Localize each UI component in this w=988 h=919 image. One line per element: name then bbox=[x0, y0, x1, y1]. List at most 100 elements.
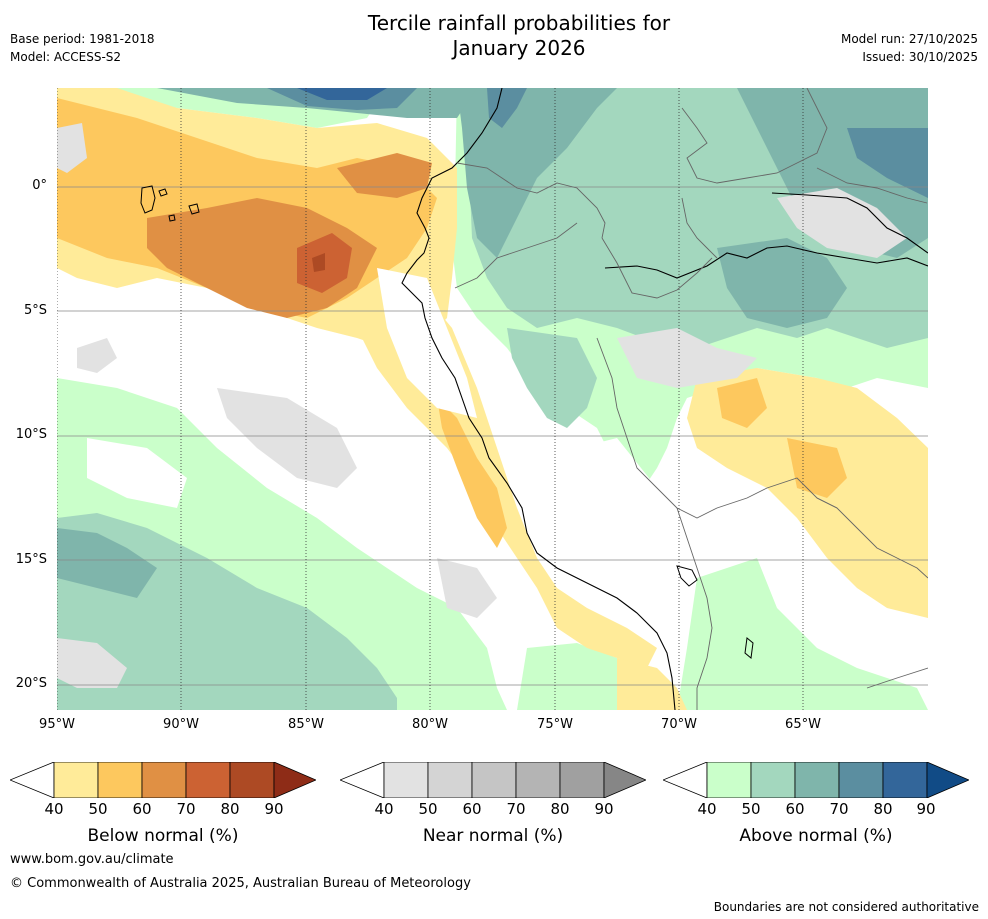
colorbar-above-bin-1 bbox=[706, 761, 752, 799]
below-normal-50-coast bbox=[437, 398, 507, 548]
colorbar-near-bin-2 bbox=[427, 761, 473, 799]
lon-label-80w: 80°W bbox=[412, 717, 448, 732]
colorbar-above-tick-90: 90 bbox=[916, 800, 936, 818]
near-normal-patch-4 bbox=[777, 188, 907, 258]
colorbar-above-tick-70: 70 bbox=[829, 800, 849, 818]
lat-label-20s: 20°S bbox=[15, 676, 47, 691]
map-title: Tercile rainfall probabilities for Janua… bbox=[0, 11, 988, 61]
colorbar-above-arrow-right bbox=[926, 761, 971, 799]
colorbar-near-arrow-right bbox=[603, 761, 648, 799]
colorbar-below-bin-2 bbox=[97, 761, 143, 799]
above-normal-80-top bbox=[297, 88, 387, 100]
galapagos-island-1 bbox=[140, 185, 156, 214]
colorbar-near-tick-40: 40 bbox=[374, 800, 394, 818]
no-dominant-patch-2 bbox=[577, 438, 697, 618]
border-ecuador-peru bbox=[454, 222, 578, 289]
above-normal-60-east bbox=[717, 238, 847, 328]
colorbar-above-tick-50: 50 bbox=[741, 800, 761, 818]
colorbar-above-title: Above normal (%) bbox=[739, 826, 893, 846]
above-normal-70-north bbox=[487, 88, 527, 128]
galapagos-island-4 bbox=[168, 214, 176, 222]
colorbar-near-tick-90: 90 bbox=[594, 800, 614, 818]
colorbar-above-bin-2 bbox=[750, 761, 796, 799]
colorbar-above-tick-60: 60 bbox=[785, 800, 805, 818]
website-link[interactable]: www.bom.gov.au/climate bbox=[10, 852, 174, 867]
lon-label-65w: 65°W bbox=[785, 717, 821, 732]
colorbar-near-bin-5 bbox=[559, 761, 605, 799]
colorbar-below-normal bbox=[8, 761, 318, 799]
near-normal-patch-6 bbox=[437, 558, 497, 618]
above-normal-50-mid bbox=[507, 328, 597, 428]
colorbar-near-bin-4 bbox=[515, 761, 561, 799]
border-venezuela-brazil bbox=[816, 167, 928, 204]
galapagos-island-3 bbox=[188, 203, 200, 215]
colorbar-below-bin-3 bbox=[141, 761, 187, 799]
colorbar-below-bin-4 bbox=[185, 761, 231, 799]
near-normal-patch-3 bbox=[617, 328, 757, 388]
graticule bbox=[57, 186, 928, 686]
above-normal-60-southwest bbox=[57, 528, 157, 598]
model-run-text: Model run: 27/10/2025 bbox=[840, 32, 978, 46]
colorbar-near-tick-70: 70 bbox=[506, 800, 526, 818]
model-text: Model: ACCESS-S2 bbox=[10, 50, 122, 64]
issued-text: Issued: 30/10/2025 bbox=[862, 50, 978, 64]
colorbar-below-arrow-left bbox=[8, 761, 55, 799]
colorbar-below-tick-60: 60 bbox=[132, 800, 152, 818]
base-period-text: Base period: 1981-2018 bbox=[10, 32, 155, 46]
country-borders bbox=[454, 88, 928, 710]
coastline-amazon-river bbox=[604, 245, 928, 279]
coastline-rio-negro bbox=[771, 192, 928, 254]
colorbar-below-bin-5 bbox=[229, 761, 275, 799]
colorbar-near-tick-80: 80 bbox=[550, 800, 570, 818]
title-line-1: Tercile rainfall probabilities for bbox=[367, 11, 671, 35]
border-colombia-venezuela bbox=[681, 88, 828, 184]
colorbar-above-tick-80: 80 bbox=[873, 800, 893, 818]
colorbar-below-tick-90: 90 bbox=[264, 800, 284, 818]
colorbar-below-title: Below normal (%) bbox=[87, 826, 239, 846]
below-normal-40-southeast bbox=[687, 368, 928, 618]
below-normal-80-core bbox=[312, 253, 325, 272]
colorbar-below-tick-80: 80 bbox=[220, 800, 240, 818]
below-normal-40-south bbox=[617, 658, 687, 710]
boundaries-disclaimer: Boundaries are not considered authoritat… bbox=[713, 900, 979, 914]
near-normal-patch-1 bbox=[57, 123, 87, 173]
above-normal-60-north bbox=[457, 88, 617, 258]
lat-label-0: 0° bbox=[32, 178, 47, 193]
lat-label-10s: 10°S bbox=[15, 427, 47, 442]
colorbar-below-tick-40: 40 bbox=[44, 800, 64, 818]
lat-label-15s: 15°S bbox=[15, 552, 47, 567]
lake-titicaca bbox=[676, 565, 698, 587]
near-normal-patch-2 bbox=[217, 388, 357, 488]
colorbar-below-tick-50: 50 bbox=[88, 800, 108, 818]
colorbar-below-bin-1 bbox=[53, 761, 99, 799]
colorbar-below-arrow-right bbox=[273, 761, 318, 799]
galapagos-island-2 bbox=[158, 188, 168, 197]
colorbar-near-bin-1 bbox=[383, 761, 429, 799]
border-argentina bbox=[866, 667, 928, 689]
above-normal-region-southeast bbox=[677, 558, 928, 710]
colorbar-above-normal bbox=[661, 761, 971, 799]
coastline-south-america bbox=[401, 88, 676, 710]
colorbar-near-normal bbox=[338, 761, 648, 799]
above-normal-70-east bbox=[847, 128, 928, 198]
lon-label-70w: 70°W bbox=[661, 717, 697, 732]
lake-poopo bbox=[744, 637, 754, 659]
border-peru-brazil bbox=[601, 237, 713, 299]
colorbar-above-bin-3 bbox=[794, 761, 840, 799]
lon-label-90w: 90°W bbox=[163, 717, 199, 732]
lat-label-5s: 5°S bbox=[23, 303, 47, 318]
border-peru-bolivia bbox=[596, 337, 678, 509]
colorbar-near-title: Near normal (%) bbox=[422, 826, 564, 846]
no-dominant-patch-1 bbox=[377, 268, 477, 418]
border-paraguay bbox=[816, 497, 928, 579]
near-normal-patch-5 bbox=[57, 638, 127, 688]
lon-label-85w: 85°W bbox=[288, 717, 324, 732]
below-normal-50-east bbox=[717, 378, 767, 428]
colorbar-near-tick-60: 60 bbox=[462, 800, 482, 818]
colorbar-above-bin-5 bbox=[882, 761, 928, 799]
near-normal-patch-7 bbox=[77, 338, 117, 373]
colorbar-above-bin-4 bbox=[838, 761, 884, 799]
colorbar-near-tick-50: 50 bbox=[418, 800, 438, 818]
colorbar-near-arrow-left bbox=[338, 761, 385, 799]
colorbar-above-arrow-left bbox=[661, 761, 708, 799]
